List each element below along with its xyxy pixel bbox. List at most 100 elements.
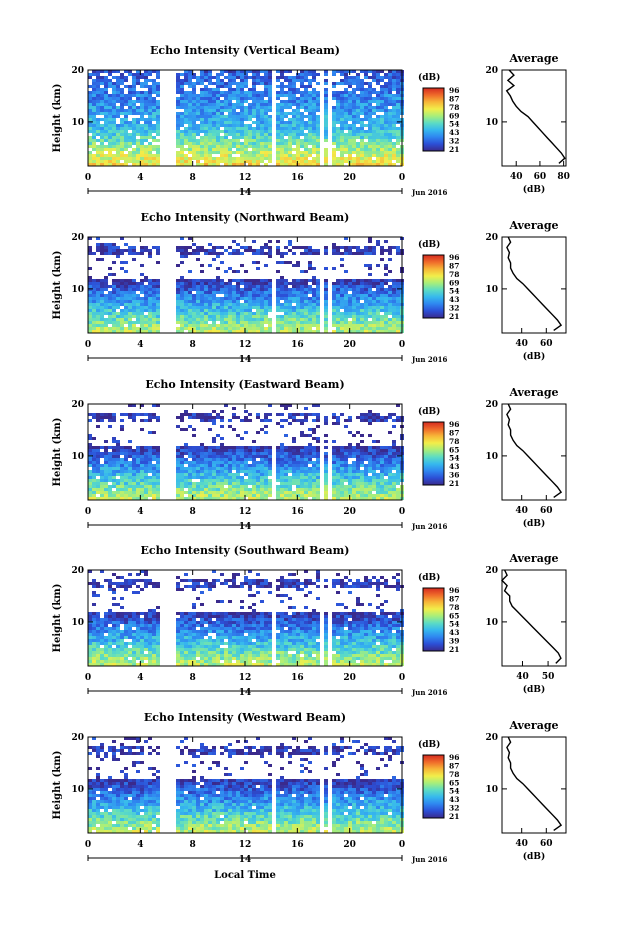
avg-x-tick-label: 80 (557, 172, 570, 182)
average-x-axis-label: (dB) (523, 518, 545, 529)
y-tick-label: 10 (71, 785, 84, 795)
panel-5: Echo Intensity (Westward Beam) 20 10 0 4 8 12 1… (52, 711, 566, 865)
y-tick-label: 20 (71, 566, 84, 576)
x-tick-label: 20 (343, 340, 356, 350)
heatmap-cells (88, 237, 404, 333)
y-axis-label: Height (km) (52, 418, 63, 487)
colorbar-tick-label: 21 (449, 812, 459, 821)
avg-y-tick-label: 10 (485, 452, 498, 462)
colorbar (423, 422, 444, 485)
heatmap-cells (88, 737, 404, 833)
avg-y-tick-label: 10 (485, 785, 498, 795)
avg-y-tick-label: 20 (485, 233, 498, 243)
avg-y-tick-label: 20 (485, 733, 498, 743)
colorbar (423, 255, 444, 318)
x-tick-label: 8 (190, 840, 196, 850)
colorbar-tick-label: 21 (449, 145, 459, 154)
avg-y-tick-label: 10 (485, 285, 498, 295)
y-tick-label: 10 (71, 285, 84, 295)
x-tick-label: 12 (239, 840, 252, 850)
x-tick-label: 8 (190, 507, 196, 517)
x-tick-label: 20 (343, 507, 356, 517)
average-profile-line (507, 737, 561, 830)
x-tick-label: 20 (343, 673, 356, 683)
x-tick-label: 8 (190, 173, 196, 183)
y-axis-label: Height (km) (52, 584, 63, 653)
day-label: 14 (239, 188, 252, 198)
colorbar-unit: (dB) (418, 72, 440, 83)
x-tick-label: 4 (137, 507, 143, 517)
avg-x-tick-label: 40 (510, 172, 523, 182)
avg-x-tick-label: 60 (540, 506, 553, 516)
x-tick-label: 0 (85, 173, 91, 183)
x-tick-label: 16 (291, 673, 304, 683)
x-tick-label: 0 (399, 340, 405, 350)
average-title: Average (508, 219, 558, 232)
colorbar-unit: (dB) (418, 572, 440, 583)
panel-1: Echo Intensity (Vertical Beam) 20 10 0 4 8 12 1… (52, 44, 570, 198)
x-tick-label: 0 (399, 673, 405, 683)
colorbar-unit: (dB) (418, 239, 440, 250)
y-tick-label: 10 (71, 452, 84, 462)
x-tick-label: 12 (239, 173, 252, 183)
colorbar-tick-label: 21 (449, 645, 459, 654)
x-tick-label: 4 (137, 673, 143, 683)
y-tick-label: 20 (71, 400, 84, 410)
y-tick-label: 10 (71, 618, 84, 628)
average-profile-line (502, 570, 561, 663)
avg-x-tick-label: 40 (515, 339, 528, 349)
avg-y-tick-label: 20 (485, 566, 498, 576)
colorbar (423, 88, 444, 151)
y-tick-label: 20 (71, 733, 84, 743)
day-label: 14 (239, 355, 252, 365)
panel-title: Echo Intensity (Vertical Beam) (150, 44, 340, 57)
x-tick-label: 8 (190, 673, 196, 683)
average-title: Average (508, 719, 558, 732)
panel-title: Echo Intensity (Westward Beam) (144, 711, 346, 724)
date-label: Jun 2016 (411, 188, 448, 197)
average-profile-line (507, 237, 561, 330)
heatmap-cells (88, 70, 404, 166)
panel-title: Echo Intensity (Southward Beam) (141, 544, 350, 557)
x-tick-label: 0 (85, 340, 91, 350)
colorbar-unit: (dB) (418, 739, 440, 750)
y-axis-label: Height (km) (52, 751, 63, 820)
x-tick-label: 20 (343, 840, 356, 850)
x-tick-label: 8 (190, 340, 196, 350)
x-tick-label: 0 (85, 507, 91, 517)
colorbar (423, 755, 444, 818)
y-axis-label: Height (km) (52, 251, 63, 320)
date-label: Jun 2016 (411, 688, 448, 697)
panel-title: Echo Intensity (Eastward Beam) (145, 378, 344, 391)
avg-y-tick-label: 10 (485, 118, 498, 128)
x-tick-label: 4 (137, 173, 143, 183)
day-label: 14 (239, 688, 252, 698)
x-tick-label: 16 (291, 507, 304, 517)
x-tick-label: 4 (137, 840, 143, 850)
date-label: Jun 2016 (411, 355, 448, 364)
x-tick-label: 4 (137, 340, 143, 350)
x-tick-label: 0 (399, 173, 405, 183)
average-profile-line (507, 70, 565, 163)
x-tick-label: 0 (85, 673, 91, 683)
date-label: Jun 2016 (411, 522, 448, 531)
x-tick-label: 20 (343, 173, 356, 183)
y-tick-label: 20 (71, 66, 84, 76)
x-tick-label: 0 (399, 840, 405, 850)
panel-title: Echo Intensity (Northward Beam) (141, 211, 350, 224)
colorbar (423, 588, 444, 651)
avg-x-tick-label: 60 (540, 339, 553, 349)
y-axis-label: Height (km) (52, 84, 63, 153)
avg-y-tick-label: 20 (485, 66, 498, 76)
date-label: Jun 2016 (411, 855, 448, 864)
avg-x-tick-label: 40 (515, 506, 528, 516)
avg-y-tick-label: 10 (485, 618, 498, 628)
avg-x-tick-label: 50 (542, 672, 555, 682)
avg-x-tick-label: 60 (540, 839, 553, 849)
y-tick-label: 10 (71, 118, 84, 128)
